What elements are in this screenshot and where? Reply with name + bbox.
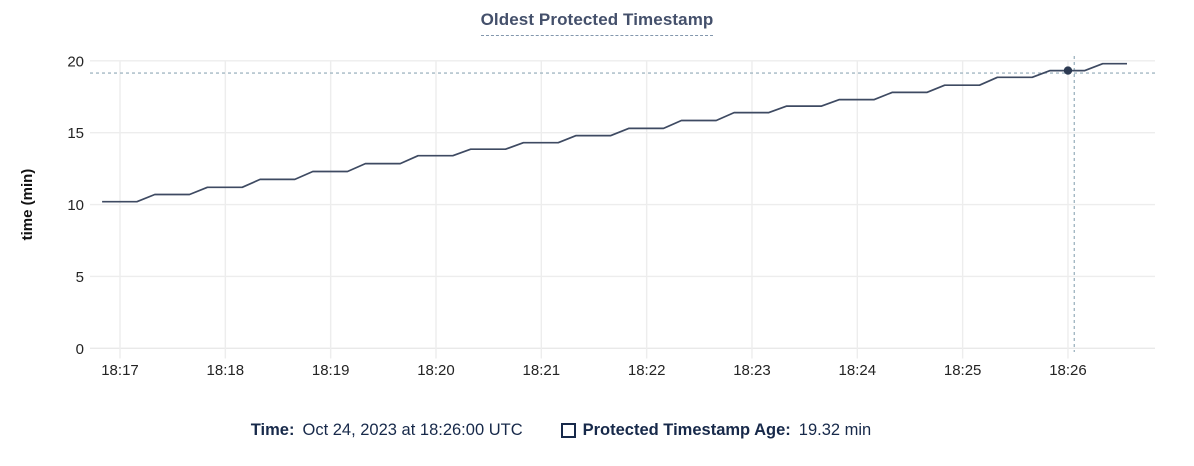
chart-title[interactable]: Oldest Protected Timestamp	[480, 10, 714, 36]
x-tick-label: 18:17	[101, 362, 139, 379]
chart-tooltip-bar: Time: Oct 24, 2023 at 18:26:00 UTC Prote…	[0, 421, 1158, 440]
x-tick-label: 18:22	[628, 362, 666, 379]
x-tick-label: 18:24	[839, 362, 877, 379]
x-tick-label: 18:19	[312, 362, 350, 379]
series-value: 19.32 min	[798, 421, 872, 439]
x-tick-label: 18:18	[207, 362, 245, 379]
x-tick-label: 18:23	[733, 362, 771, 379]
tooltip-time-label: Time:	[250, 421, 295, 439]
x-tick-label: 18:26	[1049, 362, 1087, 379]
x-tick-label: 18:20	[417, 362, 455, 379]
chart-header: Oldest Protected Timestamp	[0, 10, 1194, 36]
series-line-protected-timestamp-age	[102, 62, 1127, 203]
x-tick-label: 18:21	[523, 362, 561, 379]
y-tick-label: 5	[76, 269, 84, 286]
series-legend-label[interactable]: Protected Timestamp Age:	[582, 421, 791, 439]
y-axis-unit-label: time (min)	[19, 169, 36, 241]
y-tick-label: 20	[67, 53, 84, 70]
y-tick-label: 0	[76, 341, 84, 358]
series-swatch-icon[interactable]	[560, 423, 576, 438]
highlighted-datapoint[interactable]	[1063, 66, 1073, 75]
x-tick-label: 18:25	[944, 362, 982, 379]
y-tick-label: 15	[67, 125, 84, 142]
y-tick-label: 10	[67, 197, 84, 214]
tooltip-time-value: Oct 24, 2023 at 18:26:00 UTC	[302, 421, 523, 439]
chart-plot-area[interactable]: 0 5 10 15 20 18:17 18:18 18:19 18:20 18:21 18:22 18…	[0, 0, 1194, 400]
